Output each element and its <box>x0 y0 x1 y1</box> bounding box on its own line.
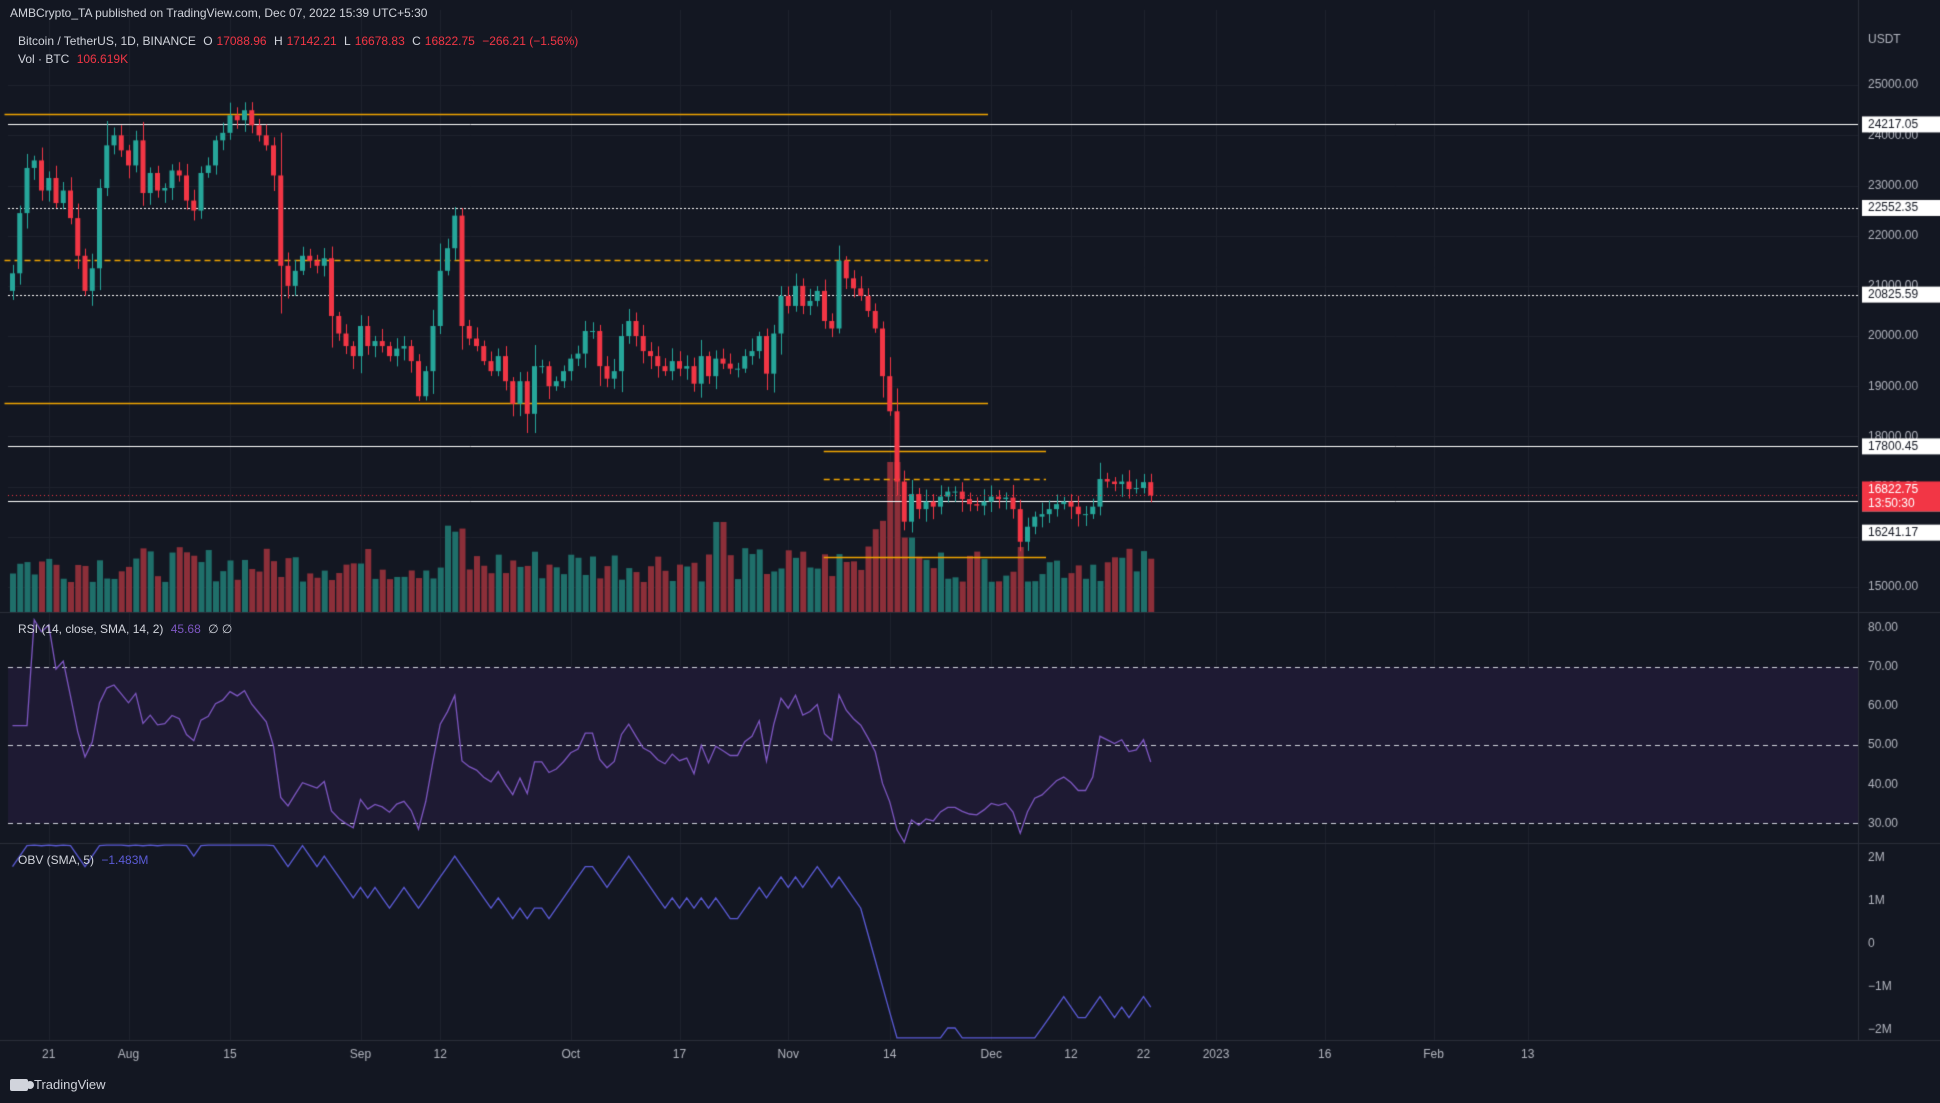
high-value: 17142.21 <box>286 34 337 48</box>
brand-name: TradingView <box>34 1077 106 1092</box>
published-header: AMBCrypto_TA published on TradingView.co… <box>10 6 428 20</box>
open-value: 17088.96 <box>216 34 267 48</box>
close-value: 16822.75 <box>424 34 475 48</box>
open-label: O <box>203 34 213 48</box>
close-label: C <box>412 34 421 48</box>
footer-brand[interactable]: TradingView <box>10 1077 106 1092</box>
tradingview-logo-icon <box>10 1078 34 1091</box>
symbol-legend: Bitcoin / TetherUS, 1D, BINANCE O 17088.9… <box>18 34 582 48</box>
rsi-label[interactable]: RSI (14, close, SMA, 14, 2) <box>18 622 164 636</box>
obv-value: −1.483M <box>101 853 149 867</box>
volume-label[interactable]: Vol · BTC <box>18 52 70 66</box>
high-label: H <box>273 34 283 48</box>
change-value: −266.21 (−1.56%) <box>482 34 579 48</box>
symbol-title[interactable]: Bitcoin / TetherUS, 1D, BINANCE <box>18 34 196 48</box>
low-label: L <box>344 34 351 48</box>
rsi-value: 45.68 <box>170 622 201 636</box>
obv-label[interactable]: OBV (SMA, 5) <box>18 853 95 867</box>
rsi-legend: RSI (14, close, SMA, 14, 2) 45.68 ∅ ∅ <box>18 622 236 636</box>
rsi-extra: ∅ ∅ <box>208 622 233 636</box>
obv-legend: OBV (SMA, 5) −1.483M <box>18 853 152 867</box>
volume-legend: Vol · BTC 106.619K <box>18 52 132 66</box>
low-value: 16678.83 <box>354 34 405 48</box>
volume-value: 106.619K <box>76 52 129 66</box>
